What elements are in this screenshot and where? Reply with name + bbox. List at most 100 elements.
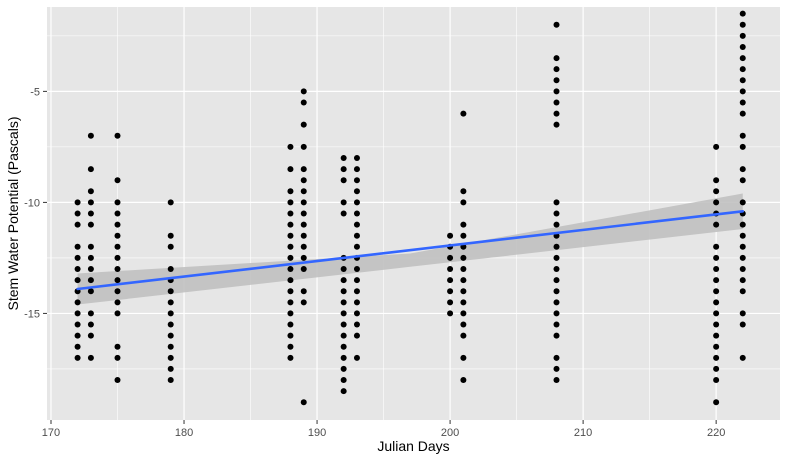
data-point [300, 288, 307, 295]
data-point [739, 310, 746, 317]
data-point [713, 365, 720, 372]
x-tick-label: 210 [574, 427, 592, 439]
data-point [167, 232, 174, 239]
data-point [353, 299, 360, 306]
data-point [287, 266, 294, 273]
y-tick-label: -15 [24, 308, 40, 320]
data-point [553, 199, 560, 206]
data-point [300, 254, 307, 261]
data-point [353, 266, 360, 273]
data-point [287, 243, 294, 250]
data-point [460, 321, 467, 328]
data-point [553, 288, 560, 295]
data-point [87, 221, 94, 228]
data-point [114, 288, 121, 295]
data-point [739, 254, 746, 261]
data-point [713, 299, 720, 306]
data-point [353, 354, 360, 361]
data-point [340, 365, 347, 372]
data-point [114, 277, 121, 284]
data-point [114, 232, 121, 239]
data-point [74, 254, 81, 261]
data-point [340, 343, 347, 350]
data-point [87, 354, 94, 361]
data-point [460, 354, 467, 361]
data-point [447, 288, 454, 295]
data-point [353, 321, 360, 328]
data-point [340, 321, 347, 328]
data-point [553, 365, 560, 372]
data-point [74, 243, 81, 250]
data-point [287, 310, 294, 317]
data-point [553, 99, 560, 106]
data-point [713, 221, 720, 228]
x-tick-label: 170 [42, 427, 60, 439]
data-point [87, 310, 94, 317]
data-point [114, 254, 121, 261]
data-point [340, 266, 347, 273]
data-point [353, 154, 360, 161]
data-point [553, 310, 560, 317]
data-point [114, 221, 121, 228]
data-point [87, 321, 94, 328]
data-point [447, 254, 454, 261]
data-point [300, 210, 307, 217]
data-point [287, 143, 294, 150]
data-point [460, 188, 467, 195]
x-axis-ticks: 170 180 190 200 210 220 [42, 420, 725, 439]
data-point [713, 266, 720, 273]
data-point [87, 266, 94, 273]
data-point [739, 321, 746, 328]
data-point [87, 243, 94, 250]
data-point [340, 166, 347, 173]
data-point [287, 299, 294, 306]
data-point [74, 277, 81, 284]
data-point [87, 254, 94, 261]
data-point [300, 188, 307, 195]
data-point [447, 277, 454, 284]
data-point [353, 221, 360, 228]
data-point [74, 299, 81, 306]
data-point [300, 177, 307, 184]
data-point [87, 188, 94, 195]
data-point [87, 132, 94, 139]
data-point [287, 221, 294, 228]
data-point [553, 88, 560, 95]
data-point [713, 354, 720, 361]
data-point [87, 210, 94, 217]
data-point [739, 21, 746, 28]
data-point [287, 210, 294, 217]
data-point [553, 66, 560, 73]
data-point [353, 310, 360, 317]
data-point [340, 210, 347, 217]
data-point [447, 232, 454, 239]
data-point [713, 177, 720, 184]
data-point [167, 377, 174, 384]
data-point [739, 143, 746, 150]
data-point [340, 177, 347, 184]
data-points [74, 10, 746, 406]
data-point [300, 243, 307, 250]
data-point [460, 110, 467, 117]
data-point [287, 232, 294, 239]
data-point [114, 354, 121, 361]
data-point [340, 154, 347, 161]
data-point [300, 232, 307, 239]
data-point [553, 254, 560, 261]
data-point [739, 66, 746, 73]
data-point [353, 188, 360, 195]
data-point [713, 254, 720, 261]
data-point [553, 277, 560, 284]
data-point [353, 210, 360, 217]
data-point [340, 299, 347, 306]
data-point [739, 277, 746, 284]
data-point [713, 310, 720, 317]
data-point [553, 77, 560, 84]
data-point [460, 299, 467, 306]
data-point [460, 310, 467, 317]
data-point [353, 332, 360, 339]
data-point [460, 332, 467, 339]
data-point [287, 288, 294, 295]
y-tick-label: -5 [30, 86, 40, 98]
data-point [287, 354, 294, 361]
